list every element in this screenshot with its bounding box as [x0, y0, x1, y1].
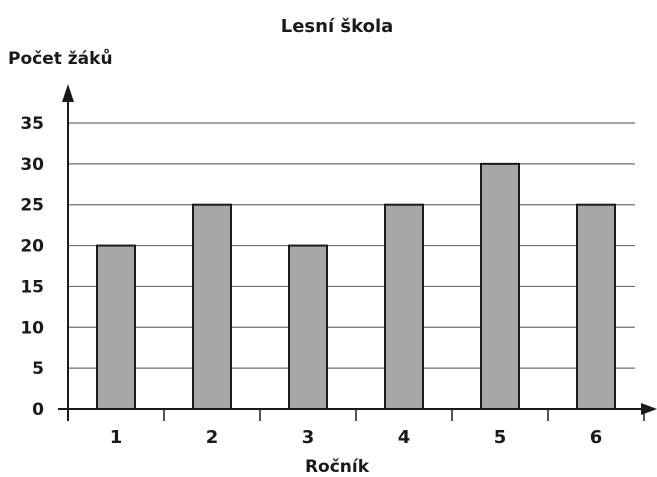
chart-title: Lesní škola	[281, 16, 394, 37]
y-tick-label: 5	[32, 359, 44, 379]
x-tick-label: 4	[398, 427, 411, 448]
bar	[576, 203, 616, 410]
bar	[384, 203, 424, 410]
bar	[96, 244, 136, 410]
y-axis-label: Počet žáků	[8, 47, 113, 69]
y-tick-label: 35	[20, 114, 44, 134]
y-tick-label: 20	[20, 237, 44, 257]
x-tick-label: 1	[110, 427, 123, 448]
y-tick-label: 25	[20, 196, 44, 216]
gridlines	[68, 122, 635, 369]
x-axis-arrow-icon	[641, 403, 657, 415]
y-tick-label: 10	[20, 318, 44, 338]
y-tick-label: 0	[32, 400, 44, 420]
y-tick-label: 15	[20, 277, 44, 297]
x-axis-label: Ročník	[305, 457, 370, 477]
x-tick-label: 5	[494, 427, 507, 448]
y-tick-label: 30	[20, 155, 44, 175]
axes	[58, 84, 657, 421]
y-axis-arrow-icon	[62, 84, 74, 102]
y-tick-labels: 0 5 10 15 20 25 30 35	[20, 114, 44, 420]
bar	[192, 203, 232, 410]
x-tick-labels: 1 2 3 4 5 6	[110, 427, 603, 448]
bar	[288, 244, 328, 410]
x-tick-label: 6	[590, 427, 603, 448]
x-tick-label: 2	[206, 427, 219, 448]
bars	[96, 162, 616, 410]
x-tick-label: 3	[302, 427, 315, 448]
bar	[480, 162, 520, 410]
